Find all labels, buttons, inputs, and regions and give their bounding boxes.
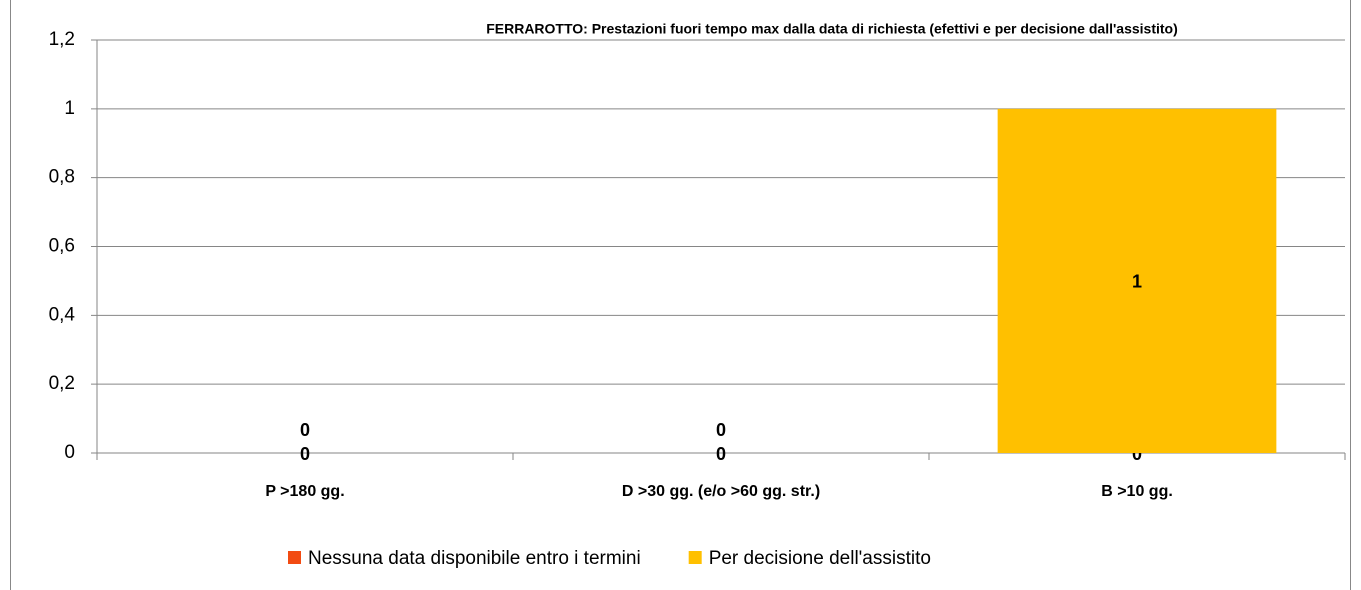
legend-label: Nessuna data disponibile entro i termini: [308, 548, 641, 569]
x-tick-label: P >180 gg.: [265, 483, 344, 500]
data-label: 1: [1132, 272, 1142, 292]
legend-label: Per decisione dell'assistito: [709, 548, 931, 569]
data-label: 0: [1132, 444, 1142, 464]
bar-segment: [997, 108, 1277, 453]
y-tick-label: 0,8: [49, 167, 75, 188]
x-tick-label: D >30 gg. (e/o >60 gg. str.): [622, 483, 820, 500]
legend-swatch: [688, 551, 702, 564]
y-tick-label: 0,2: [49, 373, 75, 394]
data-label: 0: [300, 444, 310, 464]
chart-title: FERRAROTTO: Prestazioni fuori tempo max …: [486, 21, 1178, 37]
y-tick-label: 0: [64, 442, 75, 463]
data-label: 0: [300, 420, 310, 440]
y-tick-label: 0,4: [49, 304, 76, 325]
y-tick-label: 1: [64, 98, 75, 119]
legend-swatch: [288, 551, 301, 564]
data-label: 0: [716, 420, 726, 440]
x-tick-label: B >10 gg.: [1101, 483, 1173, 500]
y-tick-label: 1,2: [49, 29, 75, 50]
data-label: 0: [716, 444, 726, 464]
y-tick-label: 0,6: [49, 236, 75, 257]
